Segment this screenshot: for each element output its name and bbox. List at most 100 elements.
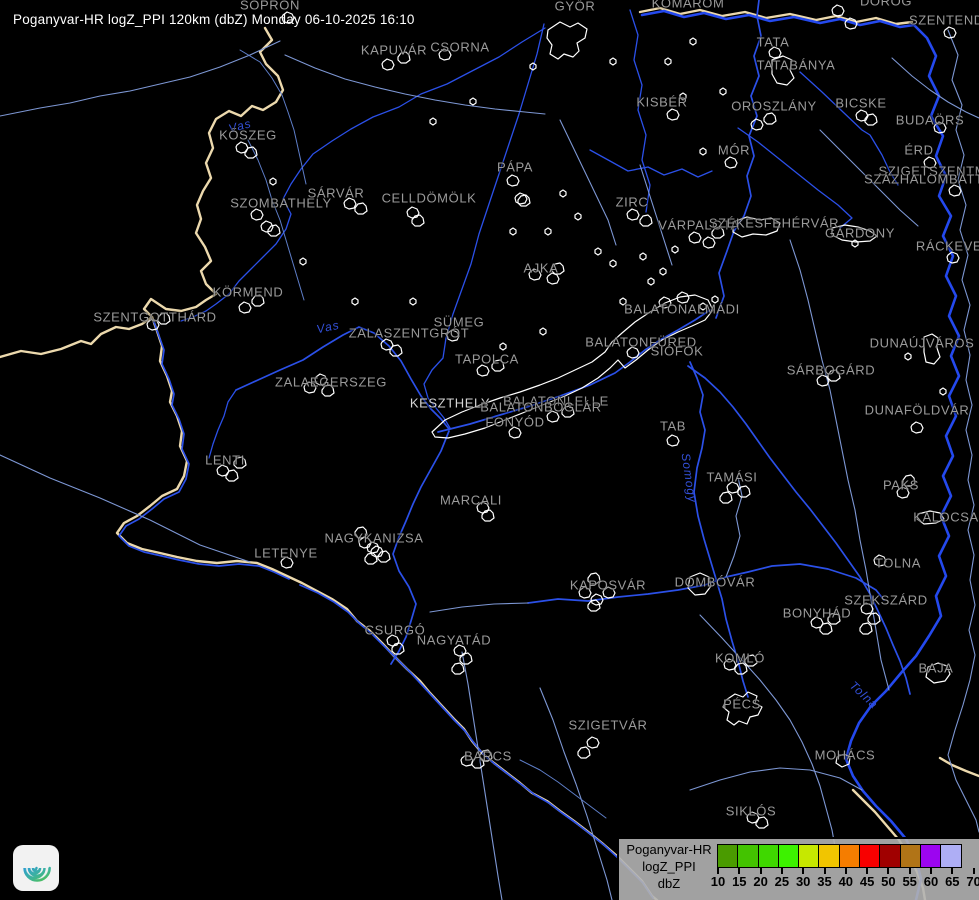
city-label-érd: ÉRD xyxy=(904,142,934,158)
city-label-nagyatád: NAGYATÁD xyxy=(416,632,492,648)
legend-color-35-40 xyxy=(818,844,840,868)
legend-product-name: logZ_PPI xyxy=(642,859,696,874)
legend-tick-mark xyxy=(802,868,805,874)
spiral-icon xyxy=(23,866,51,882)
legend-tick-label-70: 70 xyxy=(966,874,979,889)
legend-tick-label-15: 15 xyxy=(732,874,747,889)
legend-unit-label: dbZ xyxy=(657,876,681,891)
city-label-mohács: MOHÁCS xyxy=(814,747,876,763)
legend-tick-mark xyxy=(823,868,826,874)
city-label-komárom: KOMÁROM xyxy=(651,0,725,11)
city-label-sárbogárd: SÁRBOGÁRD xyxy=(786,362,876,378)
legend-color-60-65 xyxy=(919,844,942,868)
legend-color-scale xyxy=(717,844,962,868)
legend-tick-label-25: 25 xyxy=(774,874,790,889)
city-label-szekszárd: SZEKSZÁRD xyxy=(844,592,928,608)
radar-title: Poganyvar-HR logZ_PPI 120km (dbZ) Monday… xyxy=(13,12,415,27)
city-label-szentgotthárd: SZENTGOTTHÁRD xyxy=(93,309,217,325)
legend-tick-mark xyxy=(866,868,869,874)
lakes xyxy=(431,224,878,439)
city-label-szombathely: SZOMBATHELY xyxy=(230,195,332,211)
legend-color-40-45 xyxy=(838,844,861,868)
legend-color-25-30 xyxy=(777,844,800,868)
legend-tick-label-30: 30 xyxy=(795,874,811,889)
city-label-siófok: SIÓFOK xyxy=(650,343,704,359)
city-label-lenti: LENTI xyxy=(205,452,245,468)
city-label-letenye: LETENYE xyxy=(254,545,318,561)
legend-tick-label-20: 20 xyxy=(753,874,768,889)
city-label-barcs: BARCS xyxy=(464,748,512,764)
city-label-dunaföldvár: DUNAFÖLDVÁR xyxy=(864,402,970,418)
city-label-szentendre: SZENTENDRE xyxy=(908,12,979,28)
legend-tick-label-55: 55 xyxy=(902,874,917,889)
city-label-mór: MÓR xyxy=(717,142,751,158)
city-label-oroszlány: OROSZLÁNY xyxy=(731,98,817,114)
legend-tick-mark xyxy=(951,868,954,874)
city-label-tamási: TAMÁSI xyxy=(706,469,758,485)
legend-color-65-70 xyxy=(940,844,962,868)
city-outlines xyxy=(146,4,962,829)
city-label-sopron: SOPRON xyxy=(240,0,300,13)
legend-color-20-25 xyxy=(757,844,779,868)
city-label-budaörs: BUDAÖRS xyxy=(895,112,965,128)
legend-color-45-50 xyxy=(859,844,881,868)
city-label-zalaszentgrót: ZALASZENTGRÓT xyxy=(348,325,470,341)
legend-tick-label-40: 40 xyxy=(838,874,854,889)
city-label-csurgó: CSURGÓ xyxy=(364,622,426,638)
city-label-csorna: CSORNA xyxy=(430,39,490,55)
legend-tick-label-60: 60 xyxy=(923,874,939,889)
city-label-körmend: KÖRMEND xyxy=(212,284,284,300)
city-label-celldömölk: CELLDÖMÖLK xyxy=(381,190,477,206)
lake-balaton-outline xyxy=(431,294,714,439)
legend-color-50-55 xyxy=(879,844,901,868)
city-label-balatonlelle: BALATONLELLE xyxy=(503,393,609,409)
legend-color-55-60 xyxy=(899,844,921,868)
legend-tick-label-45: 45 xyxy=(859,874,875,889)
city-label-pécs: PÉCS xyxy=(723,696,761,712)
legend-tick-mark xyxy=(887,868,890,874)
city-label-siklós: SIKLÓS xyxy=(725,803,777,819)
city-label-fonyód: FONYÓD xyxy=(485,414,545,430)
legend-tick-mark xyxy=(759,868,762,874)
city-label-dorog: DOROG xyxy=(859,0,913,9)
city-label-dunaújváros: DUNAÚJVÁROS xyxy=(869,335,975,351)
legend-tick-label-50: 50 xyxy=(881,874,896,889)
city-label-tapolca: TAPOLCA xyxy=(455,351,519,367)
city-label-tata: TATA xyxy=(756,34,790,50)
city-label-tolna: TOLNA xyxy=(874,555,922,571)
legend-tick-label-35: 35 xyxy=(817,874,832,889)
city-label-kalocsa: KALOCSA xyxy=(913,509,979,525)
city-label-marcali: MARCALI xyxy=(440,492,502,508)
city-label-dombóvár: DOMBÓVÁR xyxy=(674,574,756,590)
city-label-bonyhád: BONYHÁD xyxy=(782,605,852,621)
city-label-kaposvár: KAPOSVÁR xyxy=(569,577,647,593)
legend-tick-mark xyxy=(717,868,719,874)
city-label-ráckeve: RÁCKEVE xyxy=(915,238,979,254)
city-label-zalaegerszeg: ZALAEGERSZEG xyxy=(275,374,387,390)
legend-color-30-35 xyxy=(798,844,820,868)
legend-tick-mark xyxy=(972,868,975,874)
legend-tick-label-65: 65 xyxy=(945,874,960,889)
legend-tick-mark xyxy=(738,868,741,874)
city-label-zirc: ZIRC xyxy=(615,194,649,210)
city-label-százhalombatta: SZÁZHALOMBATTA xyxy=(864,171,979,187)
city-label-tab: TAB xyxy=(659,418,687,434)
city-label-komló: KOMLÓ xyxy=(715,650,765,666)
legend-tick-mark xyxy=(780,868,783,874)
city-label-bicske: BICSKE xyxy=(835,95,887,111)
city-label-kapuvár: KAPUVÁR xyxy=(360,42,428,58)
city-label-szigetszentmiklós: SZIGETSZENTMIKLÓS xyxy=(878,163,979,179)
radar-logo xyxy=(13,845,59,891)
city-label-ajka: AJKA xyxy=(523,260,559,276)
legend-tick-label-10: 10 xyxy=(710,874,726,889)
city-label-székesfehérvár: SZÉKESFEHÉRVÁR xyxy=(708,215,840,231)
city-label-győr: GYŐR xyxy=(554,0,596,14)
city-label-szigetvár: SZIGETVÁR xyxy=(568,717,648,733)
city-label-tatabánya: TATABÁNYA xyxy=(756,57,836,73)
city-label-balatonalmádi: BALATONALMÁDI xyxy=(624,301,740,317)
city-label-keszthely: KESZTHELY xyxy=(409,395,491,411)
lake-velence-outline xyxy=(831,224,878,243)
city-label-sárvár: SÁRVÁR xyxy=(307,185,365,201)
legend-color-15-20 xyxy=(737,844,759,868)
